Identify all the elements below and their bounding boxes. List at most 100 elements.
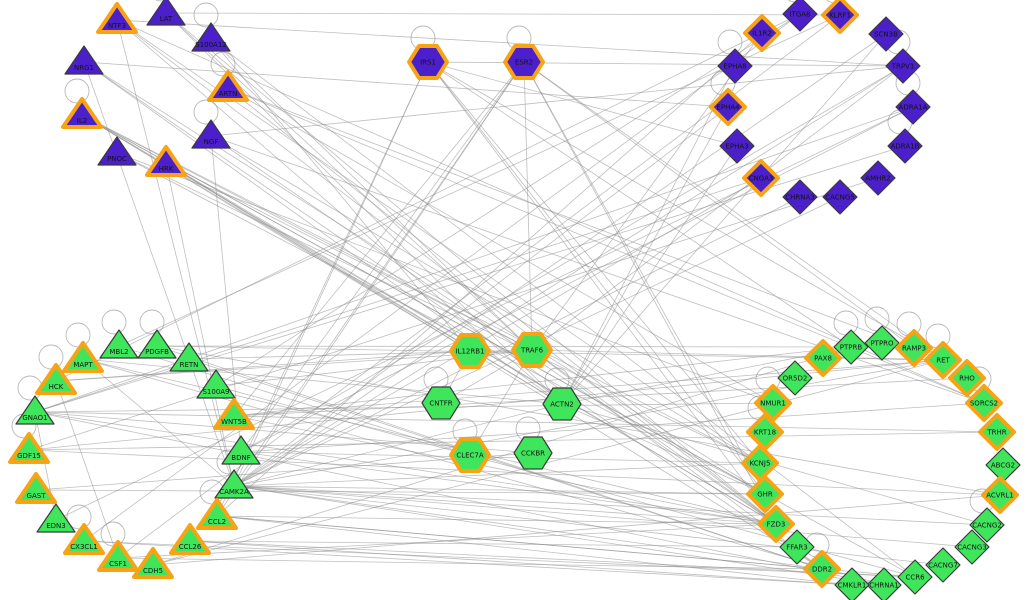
diamond-shape[interactable] (719, 128, 755, 164)
diamond-shape[interactable] (985, 447, 1021, 483)
node-GAST[interactable]: GAST (15, 472, 57, 504)
node-ACVRL1[interactable]: ACVRL1 (981, 476, 1019, 514)
node-S100A9[interactable]: S100A9 (196, 369, 236, 399)
diamond-shape[interactable] (779, 529, 815, 565)
diamond-shape[interactable] (833, 329, 869, 365)
triangle-shape[interactable] (196, 498, 238, 530)
node-CHRNA3[interactable]: CHRNA3 (782, 179, 818, 215)
node-ABCG2[interactable]: ABCG2 (985, 447, 1021, 483)
diamond-shape[interactable] (717, 48, 753, 84)
diamond-shape[interactable] (924, 341, 962, 379)
triangle-shape[interactable] (146, 0, 186, 26)
node-PTPRO[interactable]: PTPRO (864, 325, 900, 361)
triangle-shape[interactable] (64, 45, 104, 75)
node-PNOC[interactable]: PNOC (97, 136, 137, 166)
triangle-shape[interactable] (97, 540, 139, 572)
node-IRS1[interactable]: IRS1 (407, 44, 449, 80)
node-KCNJ5[interactable]: KCNJ5 (741, 444, 779, 482)
triangle-shape[interactable] (196, 369, 236, 399)
triangle-shape[interactable] (145, 145, 187, 177)
diamond-shape[interactable] (948, 359, 986, 397)
node-CNTFR[interactable]: CNTFR (421, 386, 461, 420)
triangle-shape[interactable] (207, 70, 249, 102)
diamond-shape[interactable] (804, 339, 842, 377)
node-OR5D2[interactable]: OR5D2 (777, 360, 813, 396)
node-CLEC7A[interactable]: CLEC7A (449, 437, 491, 473)
hexagon-shape[interactable] (407, 44, 449, 80)
node-MAPT[interactable]: MAPT (62, 341, 104, 373)
triangle-shape[interactable] (191, 119, 231, 149)
node-WNT5B[interactable]: WNT5B (213, 398, 255, 430)
node-ITGA8[interactable]: ITGA8 (782, 0, 818, 32)
diamond-shape[interactable] (742, 159, 780, 197)
hexagon-shape[interactable] (421, 386, 461, 420)
node-EPHA4[interactable]: EPHA4 (709, 88, 747, 126)
node-MBL2[interactable]: MBL2 (99, 329, 139, 359)
diamond-shape[interactable] (822, 179, 858, 215)
diamond-shape[interactable] (741, 444, 779, 482)
node-IL2[interactable]: IL2 (61, 97, 103, 129)
node-NRG1[interactable]: NRG1 (64, 45, 104, 75)
diamond-shape[interactable] (978, 413, 1016, 451)
node-KRT18[interactable]: KRT18 (746, 413, 784, 451)
triangle-shape[interactable] (97, 136, 137, 166)
diamond-shape[interactable] (803, 550, 841, 588)
node-CHRNA1[interactable]: CHRNA1 (866, 567, 902, 600)
node-IL12RB1[interactable]: IL12RB1 (449, 333, 491, 369)
node-DDR2[interactable]: DDR2 (803, 550, 841, 588)
triangle-shape[interactable] (62, 341, 104, 373)
hexagon-shape[interactable] (511, 332, 553, 368)
triangle-shape[interactable] (169, 523, 211, 555)
node-ADRA1B[interactable]: ADRA1B (887, 128, 923, 164)
triangle-shape[interactable] (191, 22, 231, 52)
node-EPHA3[interactable]: EPHA3 (719, 128, 755, 164)
diamond-shape[interactable] (834, 567, 870, 600)
triangle-shape[interactable] (36, 503, 76, 533)
node-PDGFB[interactable]: PDGFB (137, 329, 177, 359)
diamond-shape[interactable] (887, 128, 923, 164)
triangle-shape[interactable] (15, 472, 57, 504)
node-S100A12[interactable]: S100A12 (191, 22, 231, 52)
triangle-shape[interactable] (63, 523, 105, 555)
diamond-shape[interactable] (866, 567, 902, 600)
node-TRAF6[interactable]: TRAF6 (511, 332, 553, 368)
node-KLRF1[interactable]: KLRF1 (821, 0, 859, 34)
diamond-shape[interactable] (864, 325, 900, 361)
diamond-shape[interactable] (895, 329, 933, 367)
triangle-shape[interactable] (214, 469, 254, 499)
triangle-shape[interactable] (61, 97, 103, 129)
triangle-shape[interactable] (99, 329, 139, 359)
node-CDH5[interactable]: CDH5 (132, 547, 174, 579)
hexagon-shape[interactable] (449, 333, 491, 369)
diamond-shape[interactable] (754, 384, 792, 422)
triangle-shape[interactable] (137, 329, 177, 359)
node-TRPV1[interactable]: TRPV1 (885, 48, 921, 84)
triangle-shape[interactable] (169, 342, 209, 372)
node-SCN3B[interactable]: SCN3B (868, 16, 904, 52)
diamond-shape[interactable] (777, 360, 813, 396)
diamond-shape[interactable] (868, 16, 904, 52)
diamond-shape[interactable] (897, 559, 933, 595)
diamond-shape[interactable] (925, 547, 961, 583)
triangle-shape[interactable] (213, 398, 255, 430)
node-NMUR1[interactable]: NMUR1 (754, 384, 792, 422)
triangle-shape[interactable] (96, 2, 138, 34)
triangle-shape[interactable] (8, 432, 50, 464)
hexagon-shape[interactable] (449, 437, 491, 473)
node-NTF3[interactable]: NTF3 (96, 2, 138, 34)
node-CSF1[interactable]: CSF1 (97, 540, 139, 572)
node-GNAO1[interactable]: GNAO1 (15, 395, 55, 425)
diamond-shape[interactable] (954, 529, 990, 565)
diamond-shape[interactable] (709, 88, 747, 126)
node-EDN3[interactable]: EDN3 (36, 503, 76, 533)
node-CACNG5[interactable]: CACNG5 (822, 179, 858, 215)
diamond-shape[interactable] (743, 14, 781, 52)
diamond-shape[interactable] (860, 160, 896, 196)
node-AMHR2[interactable]: AMHR2 (860, 160, 896, 196)
diamond-shape[interactable] (746, 475, 784, 513)
node-LAT[interactable]: LAT (146, 0, 186, 26)
diamond-shape[interactable] (757, 505, 795, 543)
triangle-shape[interactable] (15, 395, 55, 425)
diamond-shape[interactable] (821, 0, 859, 34)
diamond-shape[interactable] (981, 476, 1019, 514)
